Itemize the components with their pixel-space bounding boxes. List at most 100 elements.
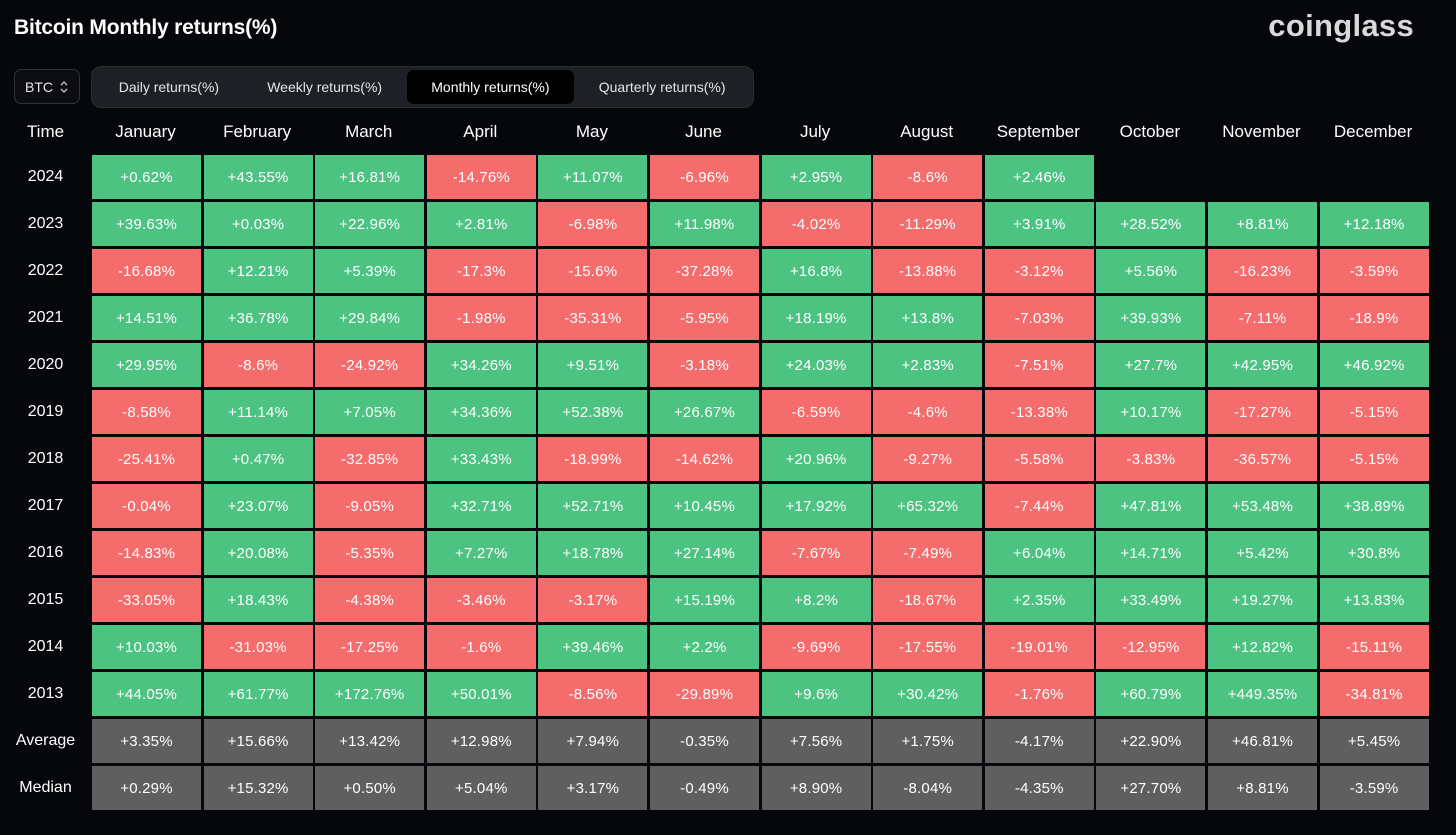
summary-cell[interactable]: +5.04% [426,766,536,810]
return-cell[interactable]: +10.45% [650,484,759,528]
summary-cell[interactable]: -8.04% [873,766,983,810]
return-cell[interactable]: +14.51% [92,296,201,340]
return-cell[interactable]: +12.82% [1208,625,1317,669]
summary-cell[interactable]: +22.90% [1096,719,1206,763]
return-cell[interactable]: +18.78% [538,531,648,575]
return-cell[interactable]: -3.83% [1096,437,1206,481]
return-cell[interactable]: -31.03% [203,625,313,669]
return-cell[interactable]: -8.58% [92,390,201,434]
return-cell[interactable]: +13.83% [1319,578,1429,622]
summary-cell[interactable]: +3.35% [92,719,201,763]
return-cell[interactable]: +33.49% [1096,578,1206,622]
return-cell[interactable]: -4.6% [873,390,983,434]
return-cell[interactable]: +23.07% [203,484,313,528]
return-cell[interactable]: -17.55% [873,625,983,669]
return-cell[interactable]: +39.63% [92,202,201,246]
return-cell[interactable]: -5.95% [650,296,759,340]
return-cell[interactable]: +46.92% [1319,343,1429,387]
return-cell[interactable]: -5.35% [315,531,425,575]
return-cell[interactable]: -16.23% [1208,249,1317,293]
return-cell[interactable]: +2.83% [873,343,983,387]
return-cell[interactable]: -34.81% [1319,672,1429,716]
return-cell[interactable]: +36.78% [203,296,313,340]
return-cell[interactable]: -3.12% [984,249,1094,293]
summary-cell[interactable]: -3.59% [1319,766,1429,810]
return-cell[interactable]: -13.38% [984,390,1094,434]
summary-cell[interactable]: +8.90% [761,766,871,810]
summary-cell[interactable]: +27.70% [1096,766,1206,810]
return-cell[interactable]: +11.14% [203,390,313,434]
return-cell[interactable]: -9.27% [873,437,983,481]
summary-cell[interactable]: +8.81% [1208,766,1317,810]
return-cell[interactable]: +11.07% [538,155,648,199]
return-cell[interactable]: +20.08% [203,531,313,575]
tab-monthly-returns[interactable]: Monthly returns(%) [406,70,575,104]
return-cell[interactable]: -1.6% [426,625,536,669]
summary-cell[interactable]: +12.98% [426,719,536,763]
return-cell[interactable]: -14.62% [650,437,759,481]
return-cell[interactable]: +11.98% [650,202,759,246]
return-cell[interactable]: +449.35% [1208,672,1317,716]
return-cell[interactable]: +2.46% [984,155,1094,199]
return-cell[interactable]: -12.95% [1096,625,1206,669]
return-cell[interactable]: -3.18% [650,343,759,387]
tab-daily-returns[interactable]: Daily returns(%) [118,79,220,95]
return-cell[interactable]: +16.81% [315,155,425,199]
return-cell[interactable]: +6.04% [984,531,1094,575]
return-cell[interactable]: +10.17% [1096,390,1206,434]
return-cell[interactable]: +3.91% [984,202,1094,246]
return-cell[interactable]: +0.03% [203,202,313,246]
return-cell[interactable]: -9.69% [761,625,871,669]
return-cell[interactable]: +18.19% [761,296,871,340]
return-cell[interactable]: +5.56% [1096,249,1206,293]
return-cell[interactable]: +52.38% [538,390,648,434]
summary-cell[interactable]: +15.32% [203,766,313,810]
return-cell[interactable]: +10.03% [92,625,201,669]
return-cell[interactable]: -8.6% [873,155,983,199]
summary-cell[interactable]: +1.75% [873,719,983,763]
return-cell[interactable]: +65.32% [873,484,983,528]
return-cell[interactable]: -33.05% [92,578,201,622]
return-cell[interactable]: -14.76% [426,155,536,199]
summary-cell[interactable]: -4.17% [984,719,1094,763]
return-cell[interactable]: -1.98% [426,296,536,340]
return-cell[interactable]: +27.14% [650,531,759,575]
return-cell[interactable]: +34.36% [426,390,536,434]
return-cell[interactable]: -5.15% [1319,390,1429,434]
return-cell[interactable]: -18.67% [873,578,983,622]
summary-cell[interactable]: +5.45% [1319,719,1429,763]
return-cell[interactable]: +61.77% [203,672,313,716]
return-cell[interactable]: +2.35% [984,578,1094,622]
return-cell[interactable]: +172.76% [315,672,425,716]
summary-cell[interactable]: +7.94% [538,719,648,763]
return-cell[interactable]: -7.03% [984,296,1094,340]
return-cell[interactable]: -32.85% [315,437,425,481]
return-cell[interactable]: +7.05% [315,390,425,434]
return-cell[interactable]: -6.59% [761,390,871,434]
return-cell[interactable]: +26.67% [650,390,759,434]
summary-cell[interactable]: +15.66% [203,719,313,763]
return-cell[interactable]: -18.99% [538,437,648,481]
return-cell[interactable]: +5.42% [1208,531,1317,575]
return-cell[interactable]: -18.9% [1319,296,1429,340]
return-cell[interactable]: -19.01% [984,625,1094,669]
return-cell[interactable]: -17.27% [1208,390,1317,434]
return-cell[interactable]: -7.49% [873,531,983,575]
return-cell[interactable]: +0.62% [92,155,201,199]
return-cell[interactable]: +2.81% [426,202,536,246]
return-cell[interactable]: -7.67% [761,531,871,575]
return-cell[interactable]: -4.02% [761,202,871,246]
return-cell[interactable]: +60.79% [1096,672,1206,716]
tab-quarterly-returns[interactable]: Quarterly returns(%) [598,79,726,95]
return-cell[interactable]: -1.76% [984,672,1094,716]
summary-cell[interactable]: +0.29% [92,766,201,810]
asset-select[interactable]: BTC [14,69,80,104]
return-cell[interactable]: +5.39% [315,249,425,293]
return-cell[interactable]: -13.88% [873,249,983,293]
return-cell[interactable]: -3.46% [426,578,536,622]
return-cell[interactable]: -7.44% [984,484,1094,528]
return-cell[interactable]: -8.56% [538,672,648,716]
return-cell[interactable]: +7.27% [426,531,536,575]
return-cell[interactable]: -25.41% [92,437,201,481]
return-cell[interactable]: +30.8% [1319,531,1429,575]
